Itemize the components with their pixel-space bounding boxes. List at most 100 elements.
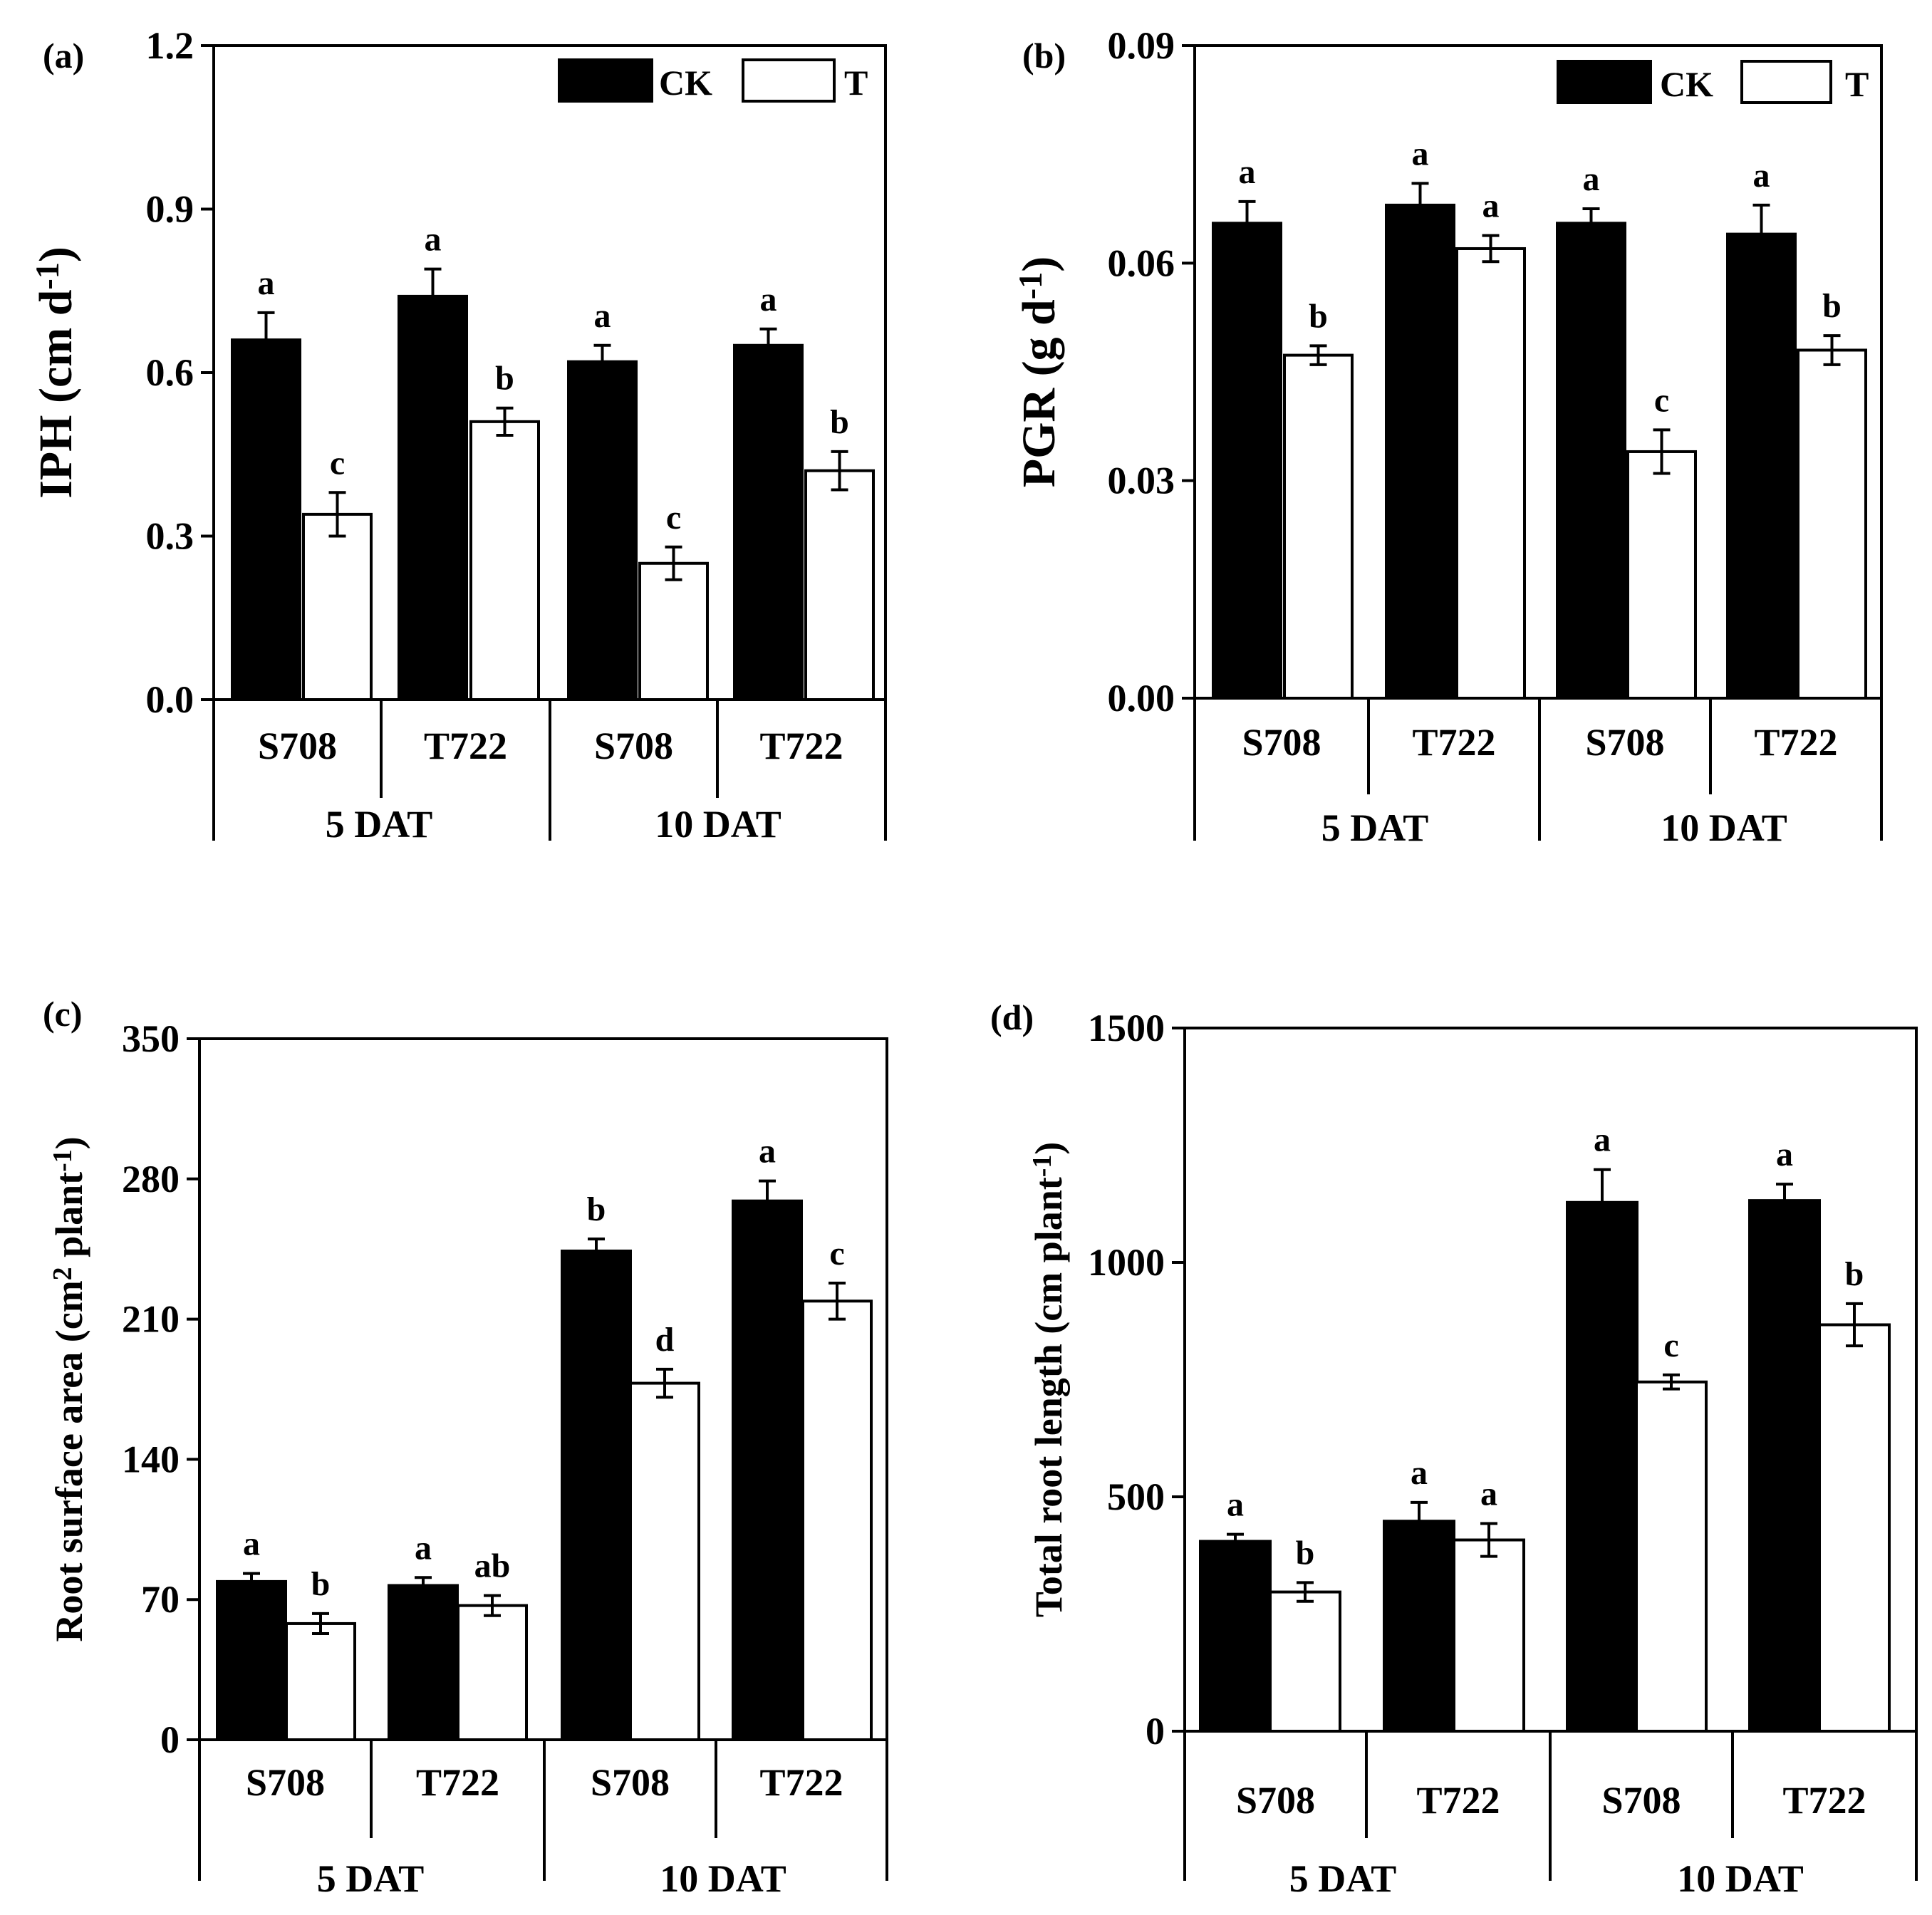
panel-b-significance-label: c xyxy=(1654,381,1669,419)
panel-d-y-axis-title-part: ) xyxy=(1027,1142,1070,1155)
panel-c-significance-label: a xyxy=(759,1133,776,1171)
panel-d-significance-label: a xyxy=(1480,1475,1497,1513)
panel-c-category-label: T722 xyxy=(759,1761,843,1804)
panel-b-bar-t xyxy=(1283,353,1354,700)
panel-d-y-tick-label: 500 xyxy=(1107,1475,1165,1518)
panel-c-significance-label: ab xyxy=(474,1547,511,1585)
panel-c-label: (c) xyxy=(43,994,83,1034)
panel-b-bar-ck xyxy=(1212,222,1282,700)
panel-b-bar-t xyxy=(1626,450,1697,700)
panel-a-significance-label: b xyxy=(830,403,849,441)
panel-b-y-axis-title-part: ) xyxy=(1013,256,1065,272)
panel-b-group-label: 5 DAT xyxy=(1321,806,1429,849)
panel-a-significance-label: a xyxy=(425,221,442,259)
panel-d-significance-label: a xyxy=(1776,1136,1793,1173)
panel-c-bar-t xyxy=(629,1381,700,1741)
panel-c-category-label: S708 xyxy=(246,1761,325,1804)
panel-b-bar-ck xyxy=(1556,222,1626,700)
panel-c-y-axis-title-superscript: -1 xyxy=(48,1149,78,1172)
panel-a-y-tick-label: 0.6 xyxy=(146,351,194,394)
panel-b-legend-swatch-ck xyxy=(1557,60,1652,104)
panel-b-y-tick-label: 0.03 xyxy=(1108,460,1175,502)
panel-c-y-axis-title-part: Root surface area (cm xyxy=(48,1280,90,1641)
panel-c-significance-label: c xyxy=(829,1235,844,1272)
panel-b-label: (b) xyxy=(1022,36,1066,76)
panel-a-significance-label: a xyxy=(258,264,275,302)
panel-a-y-axis-title-superscript: -1 xyxy=(29,262,66,289)
panel-b-significance-label: a xyxy=(1753,157,1770,194)
panel-d-y-axis-title-superscript: -1 xyxy=(1027,1155,1057,1178)
panel-b-significance-label: b xyxy=(1822,287,1842,325)
panel-a-bar-t xyxy=(804,469,875,701)
panel-c-group-label: 5 DAT xyxy=(317,1857,425,1900)
panel-c-y-tick-label: 140 xyxy=(122,1438,180,1480)
panel-c-category-label: S708 xyxy=(591,1761,670,1804)
panel-a-bar-t xyxy=(302,512,373,702)
panel-b-bar-t xyxy=(1455,246,1526,700)
panel-d-bar-t xyxy=(1635,1380,1708,1733)
panel-b-y-tick-label: 0.00 xyxy=(1108,677,1175,720)
panel-b-category-label: S708 xyxy=(1585,721,1664,764)
panel-c-bar-ck xyxy=(388,1584,459,1742)
panel-d-category-label: T722 xyxy=(1782,1779,1866,1822)
panel-b-significance-label: a xyxy=(1239,153,1256,191)
panel-a-y-tick-label: 0.9 xyxy=(146,188,194,231)
panel-a-y-tick-label: 0.3 xyxy=(146,515,194,558)
panel-b-y-tick-label: 0.06 xyxy=(1108,242,1175,284)
panel-a-y-axis-title: IPH (cm d-1) xyxy=(29,246,82,499)
panel-a-significance-label: c xyxy=(666,499,681,536)
panel-b-bar-t xyxy=(1797,348,1867,700)
panel-c-y-tick-label: 210 xyxy=(122,1298,180,1341)
panel-a-y-tick-label: 0.0 xyxy=(146,678,194,721)
panel-c-category-label: T722 xyxy=(416,1761,499,1804)
panel-c-bar-t xyxy=(285,1621,356,1742)
panel-a-group-label: 10 DAT xyxy=(655,803,781,846)
panel-d-significance-label: a xyxy=(1227,1486,1244,1524)
panel-c-y-axis-title: Root surface area (cm2 plant-1) xyxy=(48,1136,90,1641)
panel-a-significance-label: a xyxy=(594,297,611,335)
panel-b-group-label: 10 DAT xyxy=(1661,806,1787,849)
panel-b-legend-swatch-t xyxy=(1740,60,1832,104)
panel-a-group-label: 5 DAT xyxy=(326,803,433,846)
panel-c-significance-label: d xyxy=(655,1321,675,1359)
panel-d-significance-label: c xyxy=(1663,1327,1678,1364)
panel-c-significance-label: a xyxy=(243,1525,260,1563)
panel-d-y-tick-label: 0 xyxy=(1146,1710,1165,1753)
panel-b-legend-label-t: T xyxy=(1845,64,1869,104)
panel-b-significance-label: a xyxy=(1583,160,1600,198)
panel-b-bar-ck xyxy=(1726,232,1797,700)
panel-c-bar-t xyxy=(801,1299,873,1741)
panel-d-category-label: S708 xyxy=(1236,1779,1315,1822)
panel-d-y-tick-label: 1500 xyxy=(1088,1007,1165,1049)
panel-b-significance-label: a xyxy=(1412,135,1429,172)
panel-d-bar-ck xyxy=(1199,1540,1272,1733)
panel-a-y-axis-title-part: IPH (cm d xyxy=(30,290,82,499)
panel-a-legend-label-ck: CK xyxy=(659,63,712,103)
panel-a-category-label: T722 xyxy=(759,725,843,767)
panel-a-bar-ck xyxy=(567,360,638,701)
panel-d-significance-label: b xyxy=(1845,1255,1864,1293)
panel-c-y-axis-title-part: ) xyxy=(48,1136,90,1149)
panel-a-label: (a) xyxy=(43,36,84,76)
panel-a-bar-ck xyxy=(733,343,804,701)
panel-a-legend-swatch-ck xyxy=(558,58,653,103)
panel-c-bar-t xyxy=(457,1604,528,1741)
panel-a-legend-swatch-t xyxy=(742,58,836,103)
panel-d-group-label: 5 DAT xyxy=(1289,1857,1397,1900)
panel-d-bar-t xyxy=(1453,1538,1525,1733)
panel-c-bar-ck xyxy=(216,1579,287,1742)
panel-b-y-axis-title: PGR (g d-1) xyxy=(1012,256,1065,487)
panel-d-bar-t xyxy=(1818,1323,1891,1733)
panel-c-y-tick-label: 70 xyxy=(141,1578,180,1621)
panel-d-y-axis-title-part: Total root length (cm plant xyxy=(1027,1177,1070,1617)
panel-a-bar-t xyxy=(469,420,540,701)
panel-d-bar-ck xyxy=(1566,1200,1638,1733)
panel-d-group-label: 10 DAT xyxy=(1677,1857,1804,1900)
panel-c-y-tick-label: 280 xyxy=(122,1158,180,1200)
panel-a-significance-label: b xyxy=(495,360,514,398)
panel-a-bar-t xyxy=(638,561,709,701)
panel-d-significance-label: a xyxy=(1594,1121,1611,1159)
panel-c-group-label: 10 DAT xyxy=(660,1857,786,1900)
panel-d-bar-t xyxy=(1269,1590,1341,1733)
